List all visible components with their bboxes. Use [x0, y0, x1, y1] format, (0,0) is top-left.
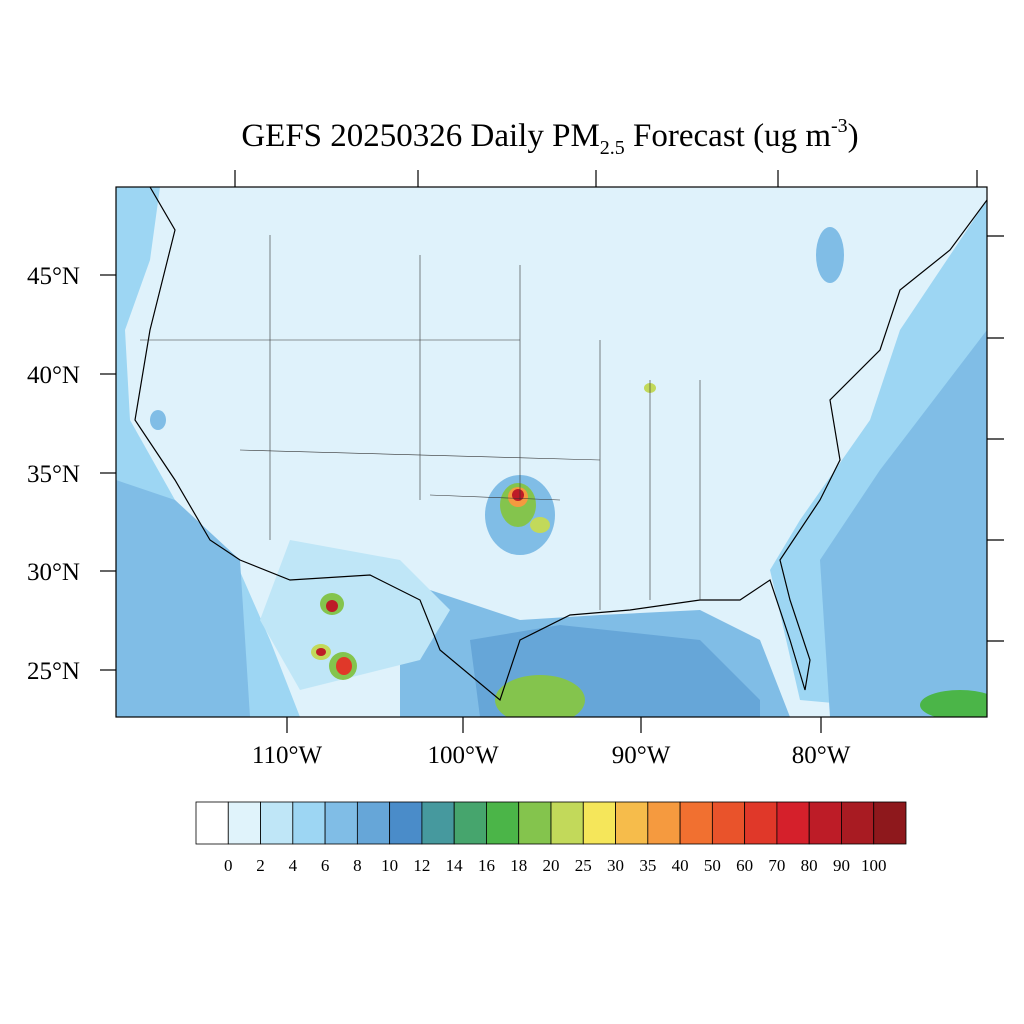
colorbar-box: [647, 801, 681, 845]
colorbar-box: [873, 801, 907, 845]
lat-label: 30°N: [27, 559, 80, 586]
colorbar-box: [550, 801, 584, 845]
colorbar-box: [324, 801, 358, 845]
colorbar-box: [356, 801, 391, 845]
colorbar-label: 8: [353, 856, 362, 875]
lon-label: 90°W: [612, 742, 671, 769]
colorbar-label: 2: [256, 856, 265, 875]
lat-label: 25°N: [27, 658, 80, 685]
lat-label: 45°N: [27, 263, 80, 290]
colorbar-box: [453, 801, 487, 845]
colorbar-box: [389, 801, 423, 845]
lon-label: 100°W: [427, 742, 498, 769]
colorbar-label: 18: [510, 856, 527, 875]
colorbar-label: 14: [446, 856, 464, 875]
colorbar-label: 25: [575, 856, 592, 875]
colorbar-label: 0: [224, 856, 233, 875]
colorbar-box: [615, 801, 649, 845]
lon-label: 110°W: [252, 742, 323, 769]
map-ticks: [100, 170, 1004, 733]
colorbar-label: 6: [321, 856, 330, 875]
colorbar-label: 60: [736, 856, 753, 875]
colorbar-box: [679, 801, 713, 845]
map-field: [116, 187, 987, 717]
colorbar-box: [776, 801, 810, 845]
title-main: GEFS 20250326 Daily PM: [241, 118, 599, 154]
colorbar-box: [260, 801, 294, 845]
colorbar-label: 30: [607, 856, 624, 875]
colorbar-label: 12: [413, 856, 430, 875]
colorbar-box: [421, 801, 455, 845]
colorbar-box: [292, 801, 326, 845]
colorbar-label: 35: [639, 856, 656, 875]
colorbar-box: [841, 801, 875, 845]
lat-label: 35°N: [27, 461, 80, 488]
colorbar-box: [518, 801, 552, 845]
lon-label: 80°W: [792, 742, 851, 769]
lat-label: 40°N: [27, 362, 80, 389]
colorbar-label: 50: [704, 856, 721, 875]
title-sup: -3: [831, 115, 848, 137]
colorbar-label: 4: [289, 856, 298, 875]
colorbar-label: 100: [861, 856, 887, 875]
title-sub: 2.5: [600, 137, 625, 159]
colorbar-label: 16: [478, 856, 495, 875]
colorbar-box: [195, 801, 229, 845]
colorbar-label: 80: [801, 856, 818, 875]
colorbar-box: [486, 801, 520, 845]
title: GEFS 20250326 Daily PM2.5 Forecast (ug m…: [241, 115, 858, 159]
colorbar-box: [808, 801, 842, 845]
title-middle: Forecast (ug m: [625, 118, 832, 154]
colorbar-label: 40: [672, 856, 689, 875]
colorbar-label: 90: [833, 856, 850, 875]
colorbar-label: 70: [768, 856, 785, 875]
title-end: ): [848, 118, 859, 154]
colorbar-box: [582, 801, 616, 845]
colorbar-box: [227, 801, 261, 845]
colorbar-box: [711, 801, 746, 845]
colorbar-label: 20: [543, 856, 560, 875]
map-frame: [115, 186, 988, 718]
colorbar-box: [744, 801, 778, 845]
colorbar-label: 10: [381, 856, 398, 875]
